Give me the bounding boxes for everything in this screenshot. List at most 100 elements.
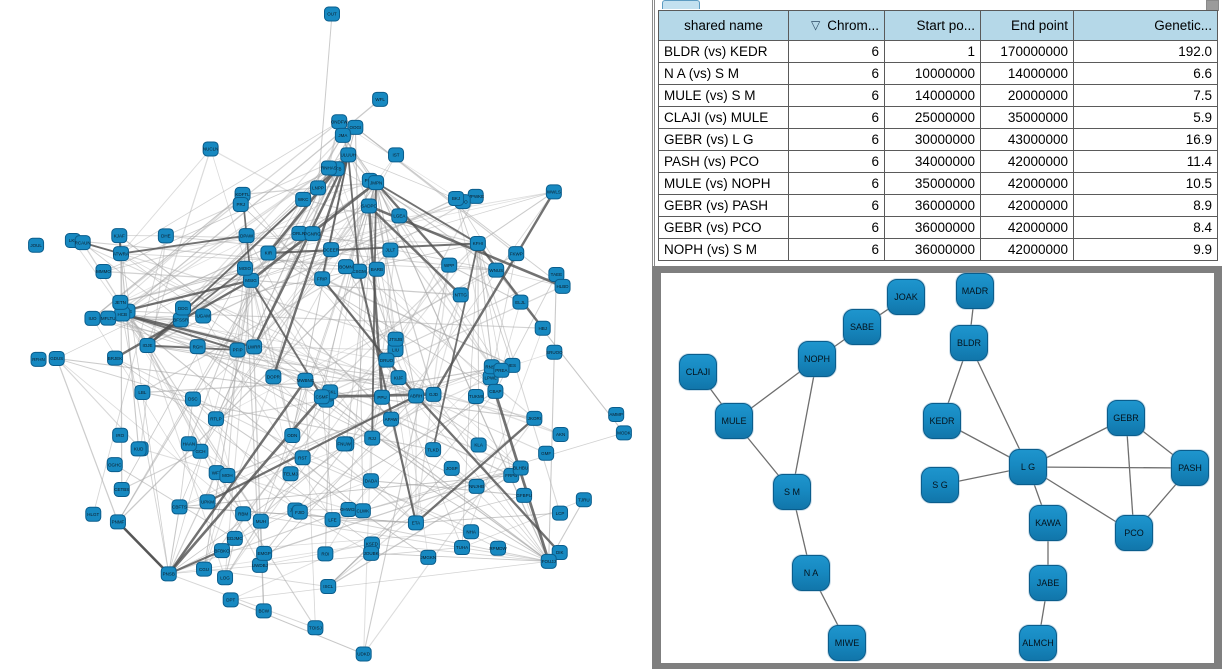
column-header-start-po---[interactable]: Start po... <box>884 10 981 41</box>
large-network-canvas[interactable]: KIJFRKEWFTLPBWNUSABRHOGHCNHANUCLNWWLSLPW… <box>0 0 652 669</box>
cell-value[interactable]: 16.9 <box>1073 128 1218 151</box>
cell-value[interactable]: 6 <box>788 150 885 173</box>
network-node[interactable]: ROI <box>317 546 334 562</box>
network-node[interactable]: GFBPU <box>516 487 533 503</box>
network-node[interactable]: BKJ <box>448 190 465 206</box>
network-node[interactable]: WPP <box>441 257 458 273</box>
network-node[interactable]: OGHC <box>106 457 123 473</box>
network-node[interactable]: JOUL <box>28 237 45 253</box>
cell-value[interactable]: 8.4 <box>1073 216 1218 239</box>
cell-value[interactable]: 43000000 <box>980 128 1074 151</box>
network-node[interactable]: ETA <box>407 515 424 531</box>
network-node[interactable]: BCW <box>255 603 272 619</box>
network-node[interactable]: RTLP <box>207 411 224 427</box>
network-node[interactable]: JOUBK <box>363 545 380 561</box>
network-node[interactable]: UGAM <box>195 308 212 324</box>
network-node[interactable]: TELMJ <box>282 466 299 482</box>
network-node[interactable]: OHWGF <box>340 501 357 517</box>
network-node[interactable]: IUO <box>84 310 101 326</box>
cell-shared-name[interactable]: CLAJI (vs) MULE <box>658 106 789 129</box>
cell-value[interactable]: 170000000 <box>980 40 1074 63</box>
table-row[interactable]: N A (vs) S M 6 10000000 14000000 6.6 <box>658 62 1218 85</box>
network-node[interactable]: LFE <box>324 512 341 528</box>
node-NOPH[interactable]: NOPH <box>798 341 836 377</box>
table-row[interactable]: NOPH (vs) S M 6 36000000 42000000 9.9 <box>658 238 1218 261</box>
edge-BLDR-LG[interactable] <box>968 342 1029 468</box>
cell-value[interactable]: 36000000 <box>884 238 981 261</box>
network-node[interactable]: DHE <box>157 228 174 244</box>
network-node[interactable]: WNUS <box>488 262 505 278</box>
network-node[interactable]: MODK <box>615 425 632 441</box>
cell-value[interactable]: 6 <box>788 194 885 217</box>
network-node[interactable]: BFBKO <box>213 543 230 559</box>
network-node[interactable]: BRJEK <box>107 350 124 366</box>
node-LG[interactable]: L G <box>1009 449 1047 485</box>
network-node[interactable]: TOISJ <box>307 620 324 636</box>
network-node[interactable]: CSMF <box>313 389 330 405</box>
filter-funnel-icon[interactable]: ▽ <box>811 18 821 32</box>
column-header-shared-name[interactable]: shared name <box>658 10 789 41</box>
edge-GEBR-PCO[interactable] <box>1125 417 1135 534</box>
network-node[interactable]: RST <box>294 450 311 466</box>
network-node[interactable]: MOIO <box>236 260 253 276</box>
network-node[interactable]: DDG <box>175 300 192 316</box>
edge-NOPH-SM[interactable] <box>791 358 818 493</box>
network-node[interactable]: UDKD <box>355 646 372 662</box>
network-node[interactable]: RFHN <box>30 351 47 367</box>
network-node[interactable]: JMPN <box>368 175 385 191</box>
node-BLDR[interactable]: BLDR <box>950 325 988 361</box>
large-network-panel[interactable]: KIJFRKEWFTLPBWNUSABRHOGHCNHANUCLNWWLSLPW… <box>0 0 652 669</box>
edge-LG-PASH[interactable] <box>1027 466 1191 469</box>
network-node[interactable]: KLA <box>470 437 487 453</box>
network-node[interactable]: PGNRG <box>304 226 321 242</box>
network-node[interactable]: APAW <box>383 411 400 427</box>
cell-value[interactable]: 7.5 <box>1073 84 1218 107</box>
network-node[interactable]: FKWP <box>508 246 525 262</box>
cell-value[interactable]: 34000000 <box>884 150 981 173</box>
cell-value[interactable]: 6 <box>788 238 885 261</box>
network-node[interactable]: WWLS <box>545 184 562 200</box>
network-node[interactable]: MWBNG <box>297 372 315 388</box>
network-node[interactable]: GDUS <box>48 350 65 366</box>
node-MADR[interactable]: MADR <box>956 273 994 309</box>
network-node[interactable]: FOUJJ <box>540 553 557 569</box>
network-node[interactable]: NHA <box>463 524 480 540</box>
network-node[interactable]: HAAN <box>180 436 197 452</box>
cell-shared-name[interactable]: MULE (vs) S M <box>658 84 789 107</box>
cell-value[interactable]: 42000000 <box>980 194 1074 217</box>
network-node[interactable]: ULUUH <box>340 147 357 163</box>
network-node[interactable]: MFLTU <box>100 310 117 326</box>
cell-value[interactable]: 42000000 <box>980 216 1074 239</box>
network-node[interactable]: RNHAS <box>320 160 337 176</box>
cell-shared-name[interactable]: GEBR (vs) PCO <box>658 216 789 239</box>
network-node[interactable]: EMGP <box>256 545 273 561</box>
network-node[interactable]: NTTG <box>452 287 469 303</box>
cell-value[interactable]: 42000000 <box>980 150 1074 173</box>
table-row[interactable]: MULE (vs) S M 6 14000000 20000000 7.5 <box>658 84 1218 107</box>
network-node[interactable]: DPT <box>222 592 239 608</box>
network-node[interactable]: AKN <box>552 426 569 442</box>
network-node[interactable]: KIR <box>260 245 277 261</box>
node-SM[interactable]: S M <box>773 474 811 510</box>
network-node[interactable]: JETN <box>112 294 129 310</box>
network-node[interactable]: HBJ <box>534 320 551 336</box>
cell-shared-name[interactable]: PASH (vs) PCO <box>658 150 789 173</box>
network-node[interactable]: PREA <box>493 362 510 378</box>
node-CLAJI[interactable]: CLAJI <box>679 354 717 390</box>
network-node[interactable]: SRUOO <box>546 344 563 360</box>
node-JOAK[interactable]: JOAK <box>887 279 925 315</box>
network-node[interactable]: SADPC <box>360 198 377 214</box>
network-node[interactable]: RBM <box>235 506 252 522</box>
cell-shared-name[interactable]: BLDR (vs) KEDR <box>658 40 789 63</box>
column-header-end-point[interactable]: End point <box>980 10 1074 41</box>
network-node[interactable]: BOMN <box>338 259 355 275</box>
small-network-canvas[interactable]: JOAK SABE NOPH CLAJI MULE MADR BLDR KEDR GEBR L G… <box>661 273 1214 663</box>
network-node[interactable]: LBL <box>134 384 151 400</box>
network-node[interactable]: PPU <box>373 389 390 405</box>
cell-value[interactable]: 14000000 <box>980 62 1074 85</box>
network-node[interactable]: TUKMI <box>467 388 484 404</box>
network-node[interactable]: PFIP <box>229 342 246 358</box>
network-node[interactable]: PNSB <box>160 566 177 582</box>
network-node[interactable]: FJID <box>291 504 308 520</box>
network-node[interactable]: CGU <box>196 561 213 577</box>
